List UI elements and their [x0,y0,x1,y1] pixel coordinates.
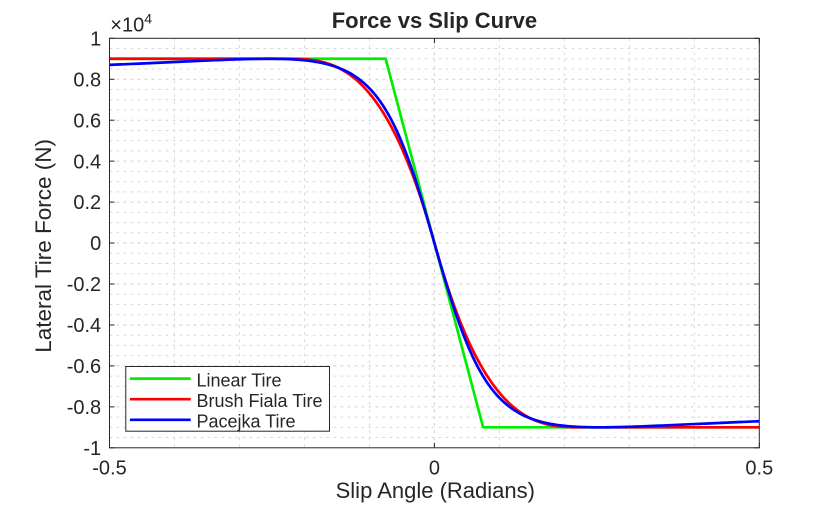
svg-text:0.8: 0.8 [73,69,101,91]
svg-text:Linear Tire: Linear Tire [197,371,282,391]
svg-text:0.5: 0.5 [745,458,773,480]
svg-text:1: 1 [90,28,101,50]
svg-text:-0.8: -0.8 [67,397,101,419]
svg-text:Pacejka Tire: Pacejka Tire [197,412,296,432]
svg-text:0.2: 0.2 [73,192,101,214]
svg-text:Lateral Tire Force (N): Lateral Tire Force (N) [31,139,56,353]
svg-text:-0.4: -0.4 [67,315,101,337]
svg-text:-1: -1 [83,438,101,460]
svg-text:0.4: 0.4 [73,151,101,173]
svg-text:Slip Angle (Radians): Slip Angle (Radians) [336,478,535,503]
svg-text:-0.6: -0.6 [67,356,101,378]
svg-text:-0.5: -0.5 [92,458,126,480]
svg-text:0: 0 [90,233,101,255]
svg-text:Force vs Slip Curve: Force vs Slip Curve [332,8,537,33]
svg-text:Brush Fiala Tire: Brush Fiala Tire [197,391,323,411]
svg-text:0.6: 0.6 [73,110,101,132]
svg-text:0: 0 [429,458,440,480]
svg-text:-0.2: -0.2 [67,274,101,296]
